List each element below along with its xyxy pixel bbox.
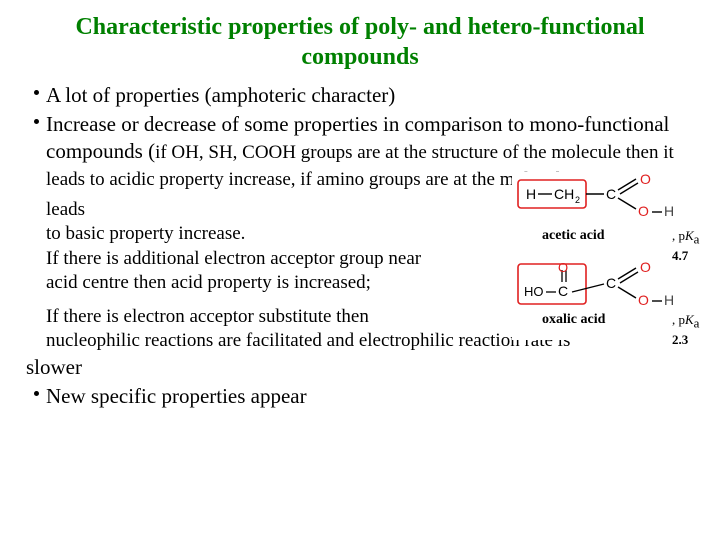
svg-text:O: O	[640, 259, 651, 275]
pka-prefix: , p	[672, 228, 685, 243]
acetic-acid-label: acetic acid	[542, 228, 605, 244]
svg-text:O: O	[558, 260, 568, 275]
pka-acetic: , pКa 4.7	[672, 228, 714, 264]
pka-k: К	[685, 228, 694, 243]
svg-text:H: H	[664, 203, 674, 219]
bullet-2-tail: slower	[26, 354, 694, 381]
svg-text:2: 2	[575, 195, 580, 205]
svg-text:HO: HO	[524, 284, 544, 299]
pka-prefix-2: , p	[672, 312, 685, 327]
bullet-dot	[26, 111, 46, 222]
svg-text:H: H	[526, 186, 536, 202]
slide: Characteristic properties of poly- and h…	[0, 0, 720, 540]
pka1-val: 4.7	[672, 248, 688, 263]
bullet-dot	[26, 383, 46, 410]
pka-a-2: a	[694, 316, 700, 331]
bullet-dot	[26, 82, 46, 109]
pka-oxalic: , pКa 2.3	[672, 312, 714, 348]
svg-text:O: O	[638, 203, 649, 219]
bullet-1-text: A lot of properties (amphoteric characte…	[46, 82, 694, 109]
slide-title: Characteristic properties of poly- and h…	[26, 12, 694, 72]
chem-panel: H CH 2 C O O H HO C O	[512, 172, 714, 340]
pka-a: a	[694, 232, 700, 247]
svg-text:O: O	[640, 172, 651, 187]
bullet-3-text: New specific properties appear	[46, 383, 694, 410]
bullet-3: New specific properties appear	[26, 383, 694, 410]
svg-text:C: C	[558, 283, 568, 299]
oxalic-acid-label: oxalic acid	[542, 312, 605, 328]
svg-text:O: O	[638, 292, 649, 308]
bullet-1: A lot of properties (amphoteric characte…	[26, 82, 694, 109]
svg-text:C: C	[606, 186, 616, 202]
svg-text:H: H	[664, 292, 674, 308]
pka-k-2: К	[685, 312, 694, 327]
pka2-val: 2.3	[672, 332, 688, 347]
svg-text:C: C	[606, 275, 616, 291]
svg-text:CH: CH	[554, 186, 574, 202]
